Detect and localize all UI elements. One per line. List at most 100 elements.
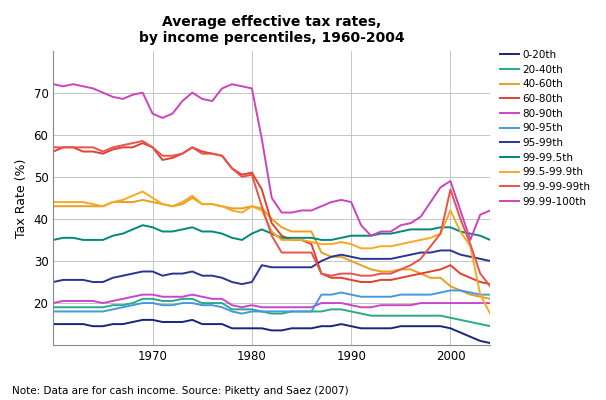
- 99.5-99.9th: [298, 238, 305, 242]
- 99-99.5th: [258, 227, 265, 232]
- 40-60th: [208, 202, 216, 206]
- 60-80th: [99, 151, 107, 156]
- 95-99th: [79, 278, 87, 282]
- 90-95th: [367, 294, 375, 299]
- 99.99-100th: [397, 223, 404, 228]
- 99.5-99.9th: [427, 236, 435, 240]
- 90-95th: [318, 292, 325, 297]
- 80-90th: [258, 305, 265, 310]
- 60-80th: [397, 276, 404, 280]
- 95-99th: [487, 258, 494, 263]
- 0-20th: [169, 320, 176, 324]
- 99.5-99.9th: [437, 231, 444, 236]
- 80-90th: [199, 294, 206, 299]
- 99.5-99.9th: [328, 242, 335, 246]
- 99-99.5th: [59, 236, 67, 240]
- 40-60th: [437, 276, 444, 280]
- 99.5-99.9th: [347, 242, 355, 246]
- 99.5-99.9th: [199, 202, 206, 206]
- 95-99th: [476, 256, 484, 261]
- 40-60th: [59, 204, 67, 209]
- 99.5-99.9th: [308, 240, 315, 244]
- 95-99th: [169, 271, 176, 276]
- 99.9-99-99th: [447, 187, 454, 192]
- 99-99.5th: [318, 238, 325, 242]
- 90-95th: [129, 303, 136, 308]
- 40-60th: [298, 229, 305, 234]
- 60-80th: [129, 145, 136, 150]
- Line: 60-80th: 60-80th: [53, 143, 490, 284]
- 40-60th: [119, 200, 127, 204]
- 0-20th: [437, 324, 444, 328]
- 99.99-100th: [258, 136, 265, 141]
- 20-40th: [308, 309, 315, 314]
- 99.99-100th: [358, 223, 365, 228]
- 99.5-99.9th: [378, 244, 385, 249]
- 90-95th: [338, 290, 345, 295]
- 99-99.5th: [199, 229, 206, 234]
- 0-20th: [228, 326, 236, 331]
- 99.99-100th: [437, 185, 444, 190]
- 60-80th: [179, 151, 186, 156]
- Line: 0-20th: 0-20th: [53, 320, 490, 343]
- 99-99.5th: [476, 233, 484, 238]
- 99-99.5th: [407, 227, 415, 232]
- 99.99-100th: [427, 200, 435, 204]
- 99.5-99.9th: [139, 189, 146, 194]
- 99.99-100th: [179, 99, 186, 104]
- 90-95th: [248, 309, 256, 314]
- 99.9-99-99th: [179, 151, 186, 156]
- 95-99th: [139, 269, 146, 274]
- 95-99th: [347, 254, 355, 259]
- 80-90th: [248, 303, 256, 308]
- 99-99.5th: [139, 223, 146, 228]
- 95-99th: [298, 265, 305, 270]
- 99.9-99-99th: [467, 242, 474, 246]
- 80-90th: [149, 292, 156, 297]
- 99.5-99.9th: [50, 200, 57, 204]
- 99-99.5th: [397, 229, 404, 234]
- 60-80th: [109, 147, 116, 152]
- 20-40th: [318, 309, 325, 314]
- 99-99.5th: [89, 238, 96, 242]
- 40-60th: [188, 196, 196, 200]
- 20-40th: [467, 320, 474, 324]
- 60-80th: [59, 145, 67, 150]
- Text: Note: Data are for cash income. Source: Piketty and Saez (2007): Note: Data are for cash income. Source: …: [12, 386, 348, 396]
- Line: 90-95th: 90-95th: [53, 290, 490, 314]
- 80-90th: [238, 305, 245, 310]
- 0-20th: [59, 322, 67, 326]
- 99-99.5th: [288, 236, 295, 240]
- 80-90th: [268, 305, 275, 310]
- 0-20th: [318, 324, 325, 328]
- 0-20th: [129, 320, 136, 324]
- 99.5-99.9th: [179, 200, 186, 204]
- 0-20th: [308, 326, 315, 331]
- 99.9-99-99th: [308, 250, 315, 255]
- 60-80th: [407, 273, 415, 278]
- 90-95th: [447, 288, 454, 293]
- 99.9-99-99th: [79, 145, 87, 150]
- 99.99-100th: [268, 196, 275, 200]
- 80-90th: [70, 298, 77, 303]
- 20-40th: [298, 309, 305, 314]
- 80-90th: [109, 298, 116, 303]
- 0-20th: [70, 322, 77, 326]
- 99.9-99-99th: [457, 216, 464, 221]
- 99.9-99-99th: [288, 250, 295, 255]
- 99.99-100th: [417, 214, 424, 219]
- 0-20th: [288, 326, 295, 331]
- 95-99th: [159, 273, 166, 278]
- 95-99th: [238, 282, 245, 286]
- 99-99.5th: [378, 231, 385, 236]
- 90-95th: [407, 292, 415, 297]
- 99.99-100th: [208, 99, 216, 104]
- 60-80th: [427, 269, 435, 274]
- 99-99.5th: [218, 231, 225, 236]
- 99.99-100th: [188, 90, 196, 95]
- 99.99-100th: [139, 90, 146, 95]
- 99.5-99.9th: [318, 242, 325, 246]
- 99.99-100th: [476, 212, 484, 217]
- 20-40th: [109, 303, 116, 308]
- 95-99th: [59, 278, 67, 282]
